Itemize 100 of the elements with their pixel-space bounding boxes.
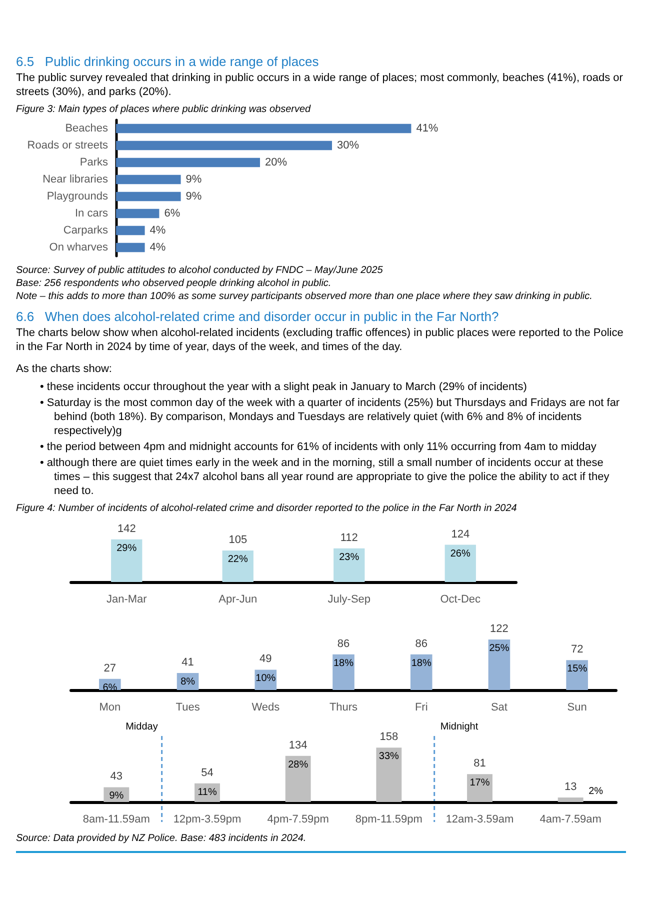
bar bbox=[332, 654, 354, 690]
chart-subtitle: The charts below show when alcohol-related incidents (excluding traffic offences) in public places were reported to the Police in the Far North in 2024 by time of year, days of the week, and times of the day. bbox=[16, 326, 624, 354]
y-tick-label: Parks bbox=[80, 156, 108, 168]
bar bbox=[116, 192, 181, 202]
data-label: 81 bbox=[474, 758, 486, 770]
x-tick-label: 12pm-3.59pm bbox=[173, 814, 242, 826]
text: Note – this adds to more than 100% as some survey participants observed more than one place where they saw drinking in public. bbox=[16, 290, 594, 303]
bar bbox=[222, 550, 254, 582]
data-label: 41% bbox=[416, 122, 438, 134]
x-tick-label: 8am-11.59am bbox=[82, 814, 150, 826]
annotation: 2% bbox=[588, 786, 604, 798]
chart-title: 6.6 When does alcohol-related crime and disorder occur in public in the Far North? bbox=[16, 309, 500, 324]
data-label: 54 bbox=[201, 766, 214, 779]
annotation: 10% bbox=[256, 673, 276, 684]
bar bbox=[116, 242, 145, 252]
bar bbox=[566, 660, 588, 690]
y-tick-label: Roads or streets bbox=[27, 140, 108, 152]
data-label: 43 bbox=[110, 770, 123, 783]
y-tick-label: In cars bbox=[74, 208, 108, 220]
x-tick-label: 8pm-11.59pm bbox=[355, 814, 422, 826]
data-label: 9% bbox=[186, 190, 202, 202]
x-tick-label: 12am-3.59am bbox=[446, 814, 514, 826]
chart-title: 6.5 Public drinking occurs in a wide range of places bbox=[16, 54, 320, 69]
bar bbox=[116, 208, 160, 218]
y-tick-label: Beaches bbox=[65, 122, 108, 134]
caption: Figure 3: Main types of places where public drinking was observed bbox=[16, 103, 312, 116]
bar bbox=[376, 748, 402, 802]
text: • the period between 4pm and midnight accounts for 61% of incidents with only 11% occurring from 4am to midday bbox=[39, 440, 598, 454]
data-label: 9% bbox=[186, 174, 202, 186]
text: Midday bbox=[126, 722, 158, 732]
text: • these incidents occur throughout the year with a slight peak in January to March (29% of incidents) bbox=[39, 380, 528, 394]
bar bbox=[467, 774, 492, 802]
y-tick-label: Near libraries bbox=[42, 174, 108, 186]
x-tick-label: Oct-Dec bbox=[440, 594, 482, 606]
data-label: 124 bbox=[451, 528, 470, 540]
annotation: 22% bbox=[228, 554, 248, 565]
chart-subtitle: The public survey revealed that drinking in public occurs in a wide range of places; most commonly, beaches (41%), roads or streets (30%), and parks (20%). bbox=[16, 71, 624, 99]
annotation: 15% bbox=[567, 664, 588, 675]
x-tick-label: Fri bbox=[414, 702, 428, 714]
source-note: Source: Data provided by NZ Police. Base: 483 incidents in 2024. bbox=[16, 832, 308, 845]
source-note: Source: Survey of public attitudes to alcohol conducted by FNDC – May/June 2025 bbox=[16, 264, 384, 277]
bar bbox=[334, 548, 365, 582]
data-label: 86 bbox=[415, 638, 428, 650]
bar bbox=[116, 140, 332, 150]
annotation: 28% bbox=[288, 759, 308, 770]
bar bbox=[116, 174, 181, 184]
data-label: 4% bbox=[150, 242, 166, 254]
data-label: 41 bbox=[182, 656, 194, 669]
data-label: 122 bbox=[490, 622, 508, 635]
annotation: 18% bbox=[333, 658, 354, 669]
data-label: 20% bbox=[265, 156, 288, 168]
bar bbox=[444, 544, 476, 582]
caption: Figure 4: Number of incidents of alcohol-related crime and disorder reported to the police in the Far North in 2024 bbox=[16, 502, 518, 515]
x-tick-label: Weds bbox=[252, 702, 280, 714]
annotation: 9% bbox=[109, 790, 124, 802]
annotation: 26% bbox=[450, 548, 470, 560]
data-label: 13 bbox=[564, 781, 577, 794]
data-label: 158 bbox=[380, 731, 398, 744]
x-tick-label: Jan-Mar bbox=[106, 594, 148, 606]
data-label: 86 bbox=[337, 638, 350, 650]
annotation: 18% bbox=[411, 658, 432, 669]
text: As the charts show: bbox=[16, 362, 113, 376]
bar bbox=[116, 124, 412, 134]
y-tick-label: Playgrounds bbox=[46, 190, 108, 202]
y-tick-label: Carparks bbox=[63, 224, 108, 236]
text: • although there are quiet times early in the week and in the morning, still a small number of incidents occur at these times – this suggest that 24x7 alcohol bans all year round are appropriate to give the police the ability to act if they need to. bbox=[39, 456, 610, 498]
data-label: 142 bbox=[117, 522, 136, 535]
x-tick-label: 4pm-7.59pm bbox=[267, 814, 329, 826]
bar bbox=[410, 654, 432, 690]
bar bbox=[488, 639, 510, 690]
bar bbox=[116, 158, 260, 168]
data-label: 6% bbox=[164, 208, 180, 220]
data-label: 49 bbox=[260, 653, 272, 666]
bar bbox=[285, 756, 311, 802]
text: Base: 256 respondents who observed people drinking alcohol in public. bbox=[16, 277, 332, 290]
x-tick-label: Sat bbox=[490, 702, 508, 714]
annotation: 8% bbox=[180, 676, 196, 688]
annotation: 11% bbox=[198, 786, 217, 798]
bar bbox=[116, 226, 145, 236]
bar bbox=[558, 798, 584, 802]
x-tick-label: Thurs bbox=[329, 702, 358, 714]
x-tick-label: Tues bbox=[176, 702, 200, 714]
text: Midnight bbox=[440, 722, 478, 732]
annotation: 17% bbox=[470, 778, 490, 789]
x-tick-label: Apr-Jun bbox=[218, 594, 258, 606]
annotation: 29% bbox=[116, 542, 137, 554]
annotation: 25% bbox=[489, 642, 510, 654]
data-label: 27 bbox=[104, 662, 116, 674]
annotation: 23% bbox=[339, 552, 360, 563]
data-label: 4% bbox=[150, 224, 166, 236]
data-label: 105 bbox=[228, 534, 248, 546]
x-tick-label: 4am-7.59am bbox=[540, 814, 602, 826]
data-label: 112 bbox=[340, 532, 358, 544]
data-label: 72 bbox=[570, 644, 584, 656]
x-tick-label: July-Sep bbox=[328, 594, 371, 606]
data-label: 134 bbox=[288, 739, 308, 752]
text: • Saturday is the most common day of the week with a quarter of incidents (25%) but Thursdays and Fridays are not far behind (both 18%). By comparison, Mondays and Tuesdays are relatively quiet (with 6% and 8% of incidents respectively)g bbox=[39, 396, 621, 438]
x-tick-label: Sun bbox=[567, 702, 587, 714]
x-tick-label: Mon bbox=[99, 702, 121, 714]
bar bbox=[111, 539, 142, 582]
